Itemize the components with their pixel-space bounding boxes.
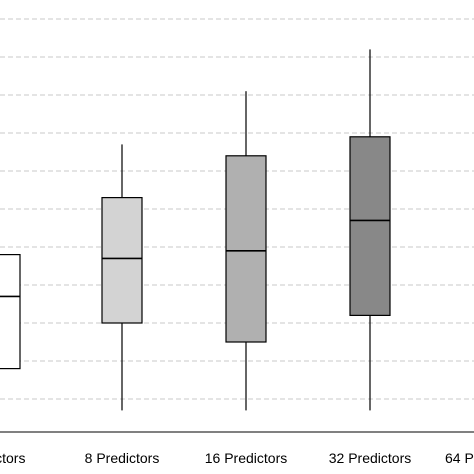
iqr-box bbox=[349, 136, 391, 317]
x-tick-label: 8 Predictors bbox=[85, 450, 160, 466]
x-tick-label: 32 Predictors bbox=[329, 450, 411, 466]
x-tick-label: ictors bbox=[0, 450, 25, 466]
x-tick-label: 64 P bbox=[445, 450, 474, 466]
box-8-predictors bbox=[101, 144, 143, 411]
iqr-box bbox=[0, 254, 21, 370]
iqr-box bbox=[225, 155, 267, 343]
iqr-box bbox=[101, 197, 143, 324]
box-4-predictors bbox=[0, 254, 21, 370]
x-tick-label: 16 Predictors bbox=[205, 450, 287, 466]
boxes bbox=[0, 49, 391, 411]
gridlines bbox=[0, 18, 474, 400]
box-32-predictors bbox=[349, 49, 391, 411]
box-16-predictors bbox=[225, 91, 267, 411]
x-tick-labels: ictors 8 Predictors 16 Predictors 32 Predic… bbox=[0, 450, 474, 466]
